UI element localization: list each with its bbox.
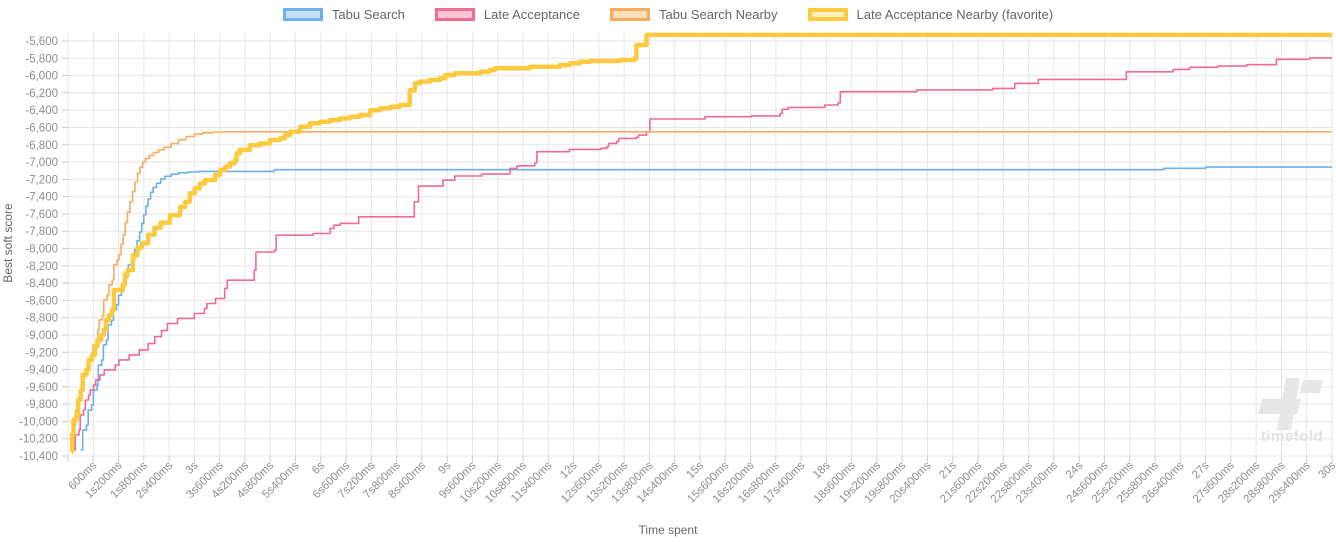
x-tick-label: 30s (1317, 459, 1336, 481)
legend-item-tabu-search[interactable]: Tabu Search (282, 7, 405, 22)
legend-item-tabu-search-nearby[interactable]: Tabu Search Nearby (610, 7, 778, 22)
series-line-tabu-search (80, 166, 1332, 451)
y-tick-label: -9,800 (25, 399, 58, 411)
series-lines (69, 32, 1332, 454)
y-tick-label: -7,600 (25, 209, 58, 221)
y-tick-label: -9,400 (25, 365, 58, 377)
y-tick-label: -7,200 (25, 174, 58, 186)
y-tick-label: -10,200 (19, 434, 58, 446)
y-tick-label: -6,600 (25, 122, 58, 134)
y-tick-label: -5,600 (25, 36, 58, 48)
x-tick-label: 21s (937, 459, 959, 481)
y-tick-label: -7,800 (25, 226, 58, 238)
timefold-logo-icon (1258, 378, 1323, 430)
y-tick-label: -10,400 (19, 451, 58, 463)
y-axis-tick-labels: -5,600 -5,800 -6,000 -6,200 -6,400 -6,600 -6,8… (19, 36, 58, 463)
y-axis-title: Best soft score (1, 203, 15, 283)
x-tick-label: 27s (1190, 459, 1212, 481)
x-tick-label: 12s (558, 459, 580, 481)
y-tick-label: -9,200 (25, 347, 58, 359)
y-tick-label: -8,800 (25, 313, 58, 325)
chart-legend: Tabu Search Late Acceptance Tabu Search Ne… (0, 7, 1336, 22)
y-tick-label: -8,200 (25, 261, 58, 273)
legend-swatch-icon (807, 8, 848, 21)
axis-tick-marks (62, 40, 1333, 462)
legend-label: Late Acceptance (483, 7, 581, 22)
legend-item-late-acceptance[interactable]: Late Acceptance (434, 7, 581, 22)
legend-swatch-icon (282, 8, 323, 21)
y-tick-label: -6,000 (25, 71, 58, 83)
watermark-text: timefold (1260, 428, 1324, 445)
x-tick-label: 3s (183, 459, 200, 476)
x-tick-label: 15s (685, 459, 707, 481)
series-line-late-acceptance (73, 57, 1332, 451)
legend-label: Late Acceptance Nearby (favorite) (856, 7, 1054, 22)
y-tick-label: -7,400 (25, 192, 58, 204)
grid-lines (67, 33, 1333, 457)
legend-item-late-acceptance-nearby-favorite[interactable]: Late Acceptance Nearby (favorite) (807, 7, 1054, 22)
x-axis-title: Time spent (638, 523, 698, 537)
legend-label: Tabu Search (331, 7, 405, 22)
x-tick-label: 24s (1064, 459, 1086, 481)
y-tick-label: -8,400 (25, 278, 58, 290)
y-tick-label: -5,800 (25, 53, 58, 65)
y-tick-label: -6,800 (25, 140, 58, 152)
series-line-late-acceptance-nearby-favorite (69, 32, 1332, 454)
y-tick-label: -9,600 (25, 382, 58, 394)
y-tick-label: -8,000 (25, 244, 58, 256)
y-tick-label: -9,000 (25, 330, 58, 342)
legend-swatch-icon (434, 8, 475, 21)
y-tick-label: -7,000 (25, 157, 58, 169)
x-tick-label: 6s (310, 459, 327, 476)
y-tick-label: -6,400 (25, 105, 58, 117)
y-tick-label: -10,000 (19, 416, 58, 428)
y-tick-label: -8,600 (25, 295, 58, 307)
legend-label: Tabu Search Nearby (659, 7, 778, 22)
y-tick-label: -6,200 (25, 88, 58, 100)
x-tick-label: 18s (811, 459, 833, 481)
x-tick-label: 9s (436, 459, 453, 476)
legend-swatch-icon (610, 8, 651, 21)
